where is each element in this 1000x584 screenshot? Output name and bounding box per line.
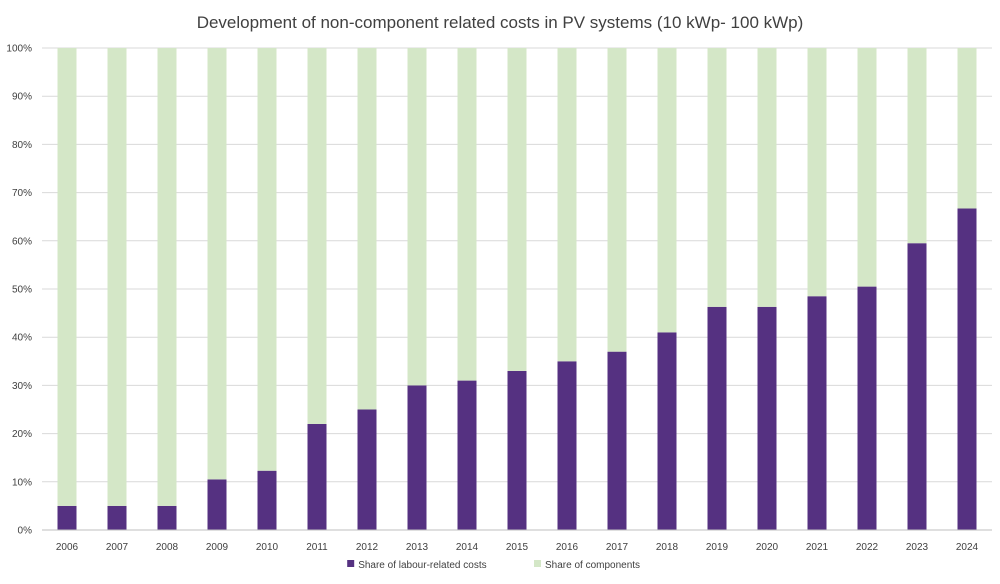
- bar-labour-2019: [707, 306, 727, 530]
- legend: Share of labour-related costs Share of co…: [347, 560, 640, 571]
- x-tick-label: 2022: [856, 542, 879, 553]
- bar-components-2008: [157, 48, 177, 506]
- x-tick-label: 2017: [606, 542, 629, 553]
- bar-labour-2016: [557, 361, 577, 530]
- bar-labour-2020: [757, 306, 777, 530]
- bar-labour-2015: [507, 370, 527, 530]
- legend-swatch: [347, 560, 355, 567]
- bar-components-2017: [607, 48, 627, 352]
- bar-labour-2011: [307, 423, 327, 530]
- x-tick-label: 2023: [906, 542, 929, 553]
- bar-components-2011: [307, 48, 327, 424]
- x-axis: 2006 2007 2008 2009 2010 2011 2012 2013 2014 2015…: [42, 529, 992, 553]
- legend-label: Share of components: [545, 560, 640, 571]
- bar-labour-2024: [957, 208, 977, 531]
- bar-components-2021: [807, 48, 827, 297]
- x-tick-label: 2014: [456, 542, 479, 553]
- bar-components-2023: [907, 48, 927, 244]
- bar-components-2022: [857, 48, 877, 287]
- bar-components-2024: [957, 48, 977, 209]
- x-tick-label: 2010: [256, 542, 279, 553]
- bar-components-2019: [707, 48, 727, 307]
- x-tick-label: 2013: [406, 542, 429, 553]
- bar-labour-2008: [157, 505, 177, 530]
- bar-labour-2012: [357, 409, 377, 530]
- y-axis: 0% 10% 20% 30% 40% 50% 60% 70% 80% 90% 100%: [6, 44, 32, 537]
- y-tick-label: 60%: [12, 236, 32, 247]
- bar-labour-2021: [807, 296, 827, 530]
- bar-labour-2017: [607, 351, 627, 530]
- x-tick-label: 2008: [156, 542, 179, 553]
- bar-labour-2006: [57, 505, 77, 530]
- bar-labour-2007: [107, 505, 127, 530]
- bar-labour-2023: [907, 243, 927, 530]
- bar-components-2007: [107, 48, 127, 506]
- chart-title: Development of non-component related cos…: [197, 13, 804, 32]
- y-tick-label: 50%: [12, 285, 32, 296]
- x-tick-label: 2024: [956, 542, 979, 553]
- bar-components-2020: [757, 48, 777, 307]
- x-tick-label: 2015: [506, 542, 529, 553]
- y-tick-label: 10%: [12, 477, 32, 488]
- legend-label: Share of labour-related costs: [358, 560, 486, 571]
- x-tick-label: 2011: [306, 542, 328, 553]
- bar-components-2010: [257, 48, 277, 471]
- x-tick-label: 2020: [756, 542, 779, 553]
- y-tick-label: 100%: [6, 44, 32, 55]
- x-tick-label: 2012: [356, 542, 379, 553]
- x-tick-label: 2007: [106, 542, 129, 553]
- y-tick-label: 70%: [12, 188, 32, 199]
- y-tick-label: 40%: [12, 333, 32, 344]
- y-tick-label: 0%: [18, 526, 33, 537]
- y-tick-label: 30%: [12, 381, 32, 392]
- bars: [57, 48, 977, 531]
- bar-components-2015: [507, 48, 527, 371]
- bar-components-2013: [407, 48, 427, 386]
- y-tick-label: 90%: [12, 92, 32, 103]
- bar-components-2006: [57, 48, 77, 506]
- x-tick-label: 2009: [206, 542, 229, 553]
- bar-labour-2022: [857, 286, 877, 530]
- x-tick-label: 2018: [656, 542, 679, 553]
- y-tick-label: 20%: [12, 429, 32, 440]
- bar-labour-2018: [657, 332, 677, 530]
- bar-labour-2009: [207, 479, 227, 530]
- x-tick-label: 2019: [706, 542, 729, 553]
- bar-components-2012: [357, 48, 377, 410]
- bar-labour-2013: [407, 385, 427, 530]
- bar-labour-2014: [457, 380, 477, 530]
- bar-components-2016: [557, 48, 577, 362]
- x-tick-label: 2021: [806, 542, 829, 553]
- bar-components-2014: [457, 48, 477, 381]
- x-tick-label: 2016: [556, 542, 579, 553]
- bar-labour-2010: [257, 470, 277, 530]
- legend-swatch: [534, 560, 541, 567]
- bar-components-2009: [207, 48, 227, 480]
- y-tick-label: 80%: [12, 140, 32, 151]
- x-tick-label: 2006: [56, 542, 79, 553]
- bar-components-2018: [657, 48, 677, 333]
